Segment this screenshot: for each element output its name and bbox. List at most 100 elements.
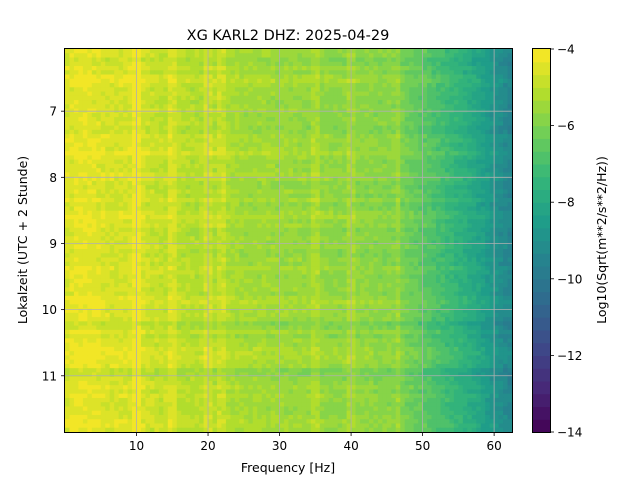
heatmap-cell bbox=[167, 87, 173, 93]
heatmap-cell bbox=[158, 134, 164, 139]
heatmap-cell bbox=[480, 151, 486, 156]
heatmap-cell bbox=[243, 66, 249, 71]
heatmap-cell bbox=[266, 95, 272, 101]
heatmap-cell bbox=[270, 163, 276, 169]
heatmap-cell bbox=[333, 91, 339, 97]
heatmap-cell bbox=[301, 172, 307, 178]
heatmap-cell bbox=[181, 61, 187, 67]
heatmap-cell bbox=[105, 163, 111, 169]
heatmap-cell bbox=[351, 146, 357, 152]
heatmap-cell bbox=[453, 151, 459, 156]
heatmap-cell bbox=[467, 202, 473, 208]
heatmap-cell bbox=[248, 117, 254, 122]
heatmap-cell bbox=[458, 146, 464, 152]
heatmap-cell bbox=[342, 210, 348, 216]
heatmap-cell bbox=[480, 236, 486, 242]
heatmap-cell bbox=[301, 202, 307, 208]
heatmap-cell bbox=[315, 100, 321, 105]
heatmap-cell bbox=[96, 189, 102, 195]
heatmap-cell bbox=[172, 138, 178, 144]
heatmap-cell bbox=[436, 197, 442, 203]
heatmap-cell bbox=[418, 134, 424, 139]
heatmap-cell bbox=[489, 104, 495, 110]
heatmap-cell bbox=[109, 168, 115, 174]
heatmap-cell bbox=[427, 257, 433, 263]
heatmap-cell bbox=[494, 193, 500, 199]
heatmap-cell bbox=[194, 134, 200, 139]
heatmap-cell bbox=[462, 244, 468, 250]
heatmap-cell bbox=[373, 159, 379, 165]
heatmap-cell bbox=[96, 66, 102, 71]
heatmap-cell bbox=[208, 214, 214, 220]
heatmap-cell bbox=[105, 206, 111, 212]
heatmap-cell bbox=[368, 61, 375, 67]
heatmap-cell bbox=[467, 257, 473, 263]
heatmap-cell bbox=[391, 180, 397, 186]
heatmap-cell bbox=[351, 193, 357, 199]
heatmap-cell bbox=[333, 121, 339, 127]
heatmap-cell bbox=[333, 180, 339, 186]
heatmap-cell bbox=[154, 129, 160, 135]
heatmap-cell bbox=[136, 142, 142, 148]
heatmap-cell bbox=[158, 121, 164, 127]
heatmap-cell bbox=[342, 125, 348, 131]
heatmap-cell bbox=[266, 104, 272, 110]
heatmap-cell bbox=[485, 100, 491, 105]
heatmap-cell bbox=[145, 159, 151, 165]
heatmap-cell bbox=[199, 138, 205, 144]
heatmap-cell bbox=[386, 151, 392, 156]
heatmap-cell bbox=[503, 87, 509, 93]
heatmap-cell bbox=[360, 134, 366, 139]
heatmap-cell bbox=[444, 66, 451, 71]
heatmap-cell bbox=[351, 74, 357, 80]
heatmap-cell bbox=[355, 91, 361, 97]
heatmap-cell bbox=[319, 185, 325, 191]
heatmap-cell bbox=[257, 49, 263, 54]
heatmap-cell bbox=[136, 231, 142, 237]
heatmap-cell bbox=[234, 236, 240, 242]
heatmap-cell bbox=[163, 83, 169, 88]
heatmap-cell bbox=[324, 74, 330, 80]
heatmap-cell bbox=[297, 172, 303, 178]
heatmap-cell bbox=[140, 53, 147, 59]
heatmap-cell bbox=[436, 210, 442, 216]
heatmap-cell bbox=[288, 61, 294, 67]
heatmap-cell bbox=[436, 83, 442, 88]
heatmap-cell bbox=[436, 202, 442, 208]
heatmap-cell bbox=[400, 155, 406, 161]
heatmap-cell bbox=[123, 95, 129, 101]
heatmap-cell bbox=[172, 163, 178, 169]
heatmap-cell bbox=[333, 236, 339, 242]
heatmap-cell bbox=[100, 78, 106, 84]
heatmap-cell bbox=[467, 95, 473, 101]
heatmap-cell bbox=[409, 257, 415, 263]
heatmap-cell bbox=[436, 214, 442, 220]
heatmap-cell bbox=[225, 163, 231, 169]
heatmap-cell bbox=[342, 168, 348, 174]
heatmap-cell bbox=[297, 240, 303, 246]
heatmap-cell bbox=[69, 214, 75, 220]
heatmap-cell bbox=[199, 66, 205, 71]
heatmap-cell bbox=[266, 240, 272, 246]
heatmap-cell bbox=[69, 53, 75, 59]
heatmap-cell bbox=[163, 219, 169, 225]
heatmap-cell bbox=[485, 189, 491, 195]
heatmap-cell bbox=[453, 244, 459, 250]
heatmap-cell bbox=[485, 53, 491, 59]
heatmap-cell bbox=[292, 155, 299, 161]
heatmap-cell bbox=[234, 163, 240, 169]
heatmap-cell bbox=[324, 151, 330, 156]
heatmap-cell bbox=[239, 61, 245, 67]
heatmap-cell bbox=[351, 180, 357, 186]
heatmap-cell bbox=[319, 210, 325, 216]
heatmap-cell bbox=[87, 66, 93, 71]
heatmap-cell bbox=[458, 151, 464, 156]
heatmap-cell bbox=[270, 189, 276, 195]
heatmap-cell bbox=[431, 146, 437, 152]
heatmap-cell bbox=[337, 100, 343, 105]
heatmap-cell bbox=[391, 151, 397, 156]
heatmap-cell bbox=[73, 227, 80, 233]
heatmap-cell bbox=[328, 142, 334, 148]
heatmap-cell bbox=[382, 49, 388, 54]
heatmap-cell bbox=[261, 70, 267, 76]
